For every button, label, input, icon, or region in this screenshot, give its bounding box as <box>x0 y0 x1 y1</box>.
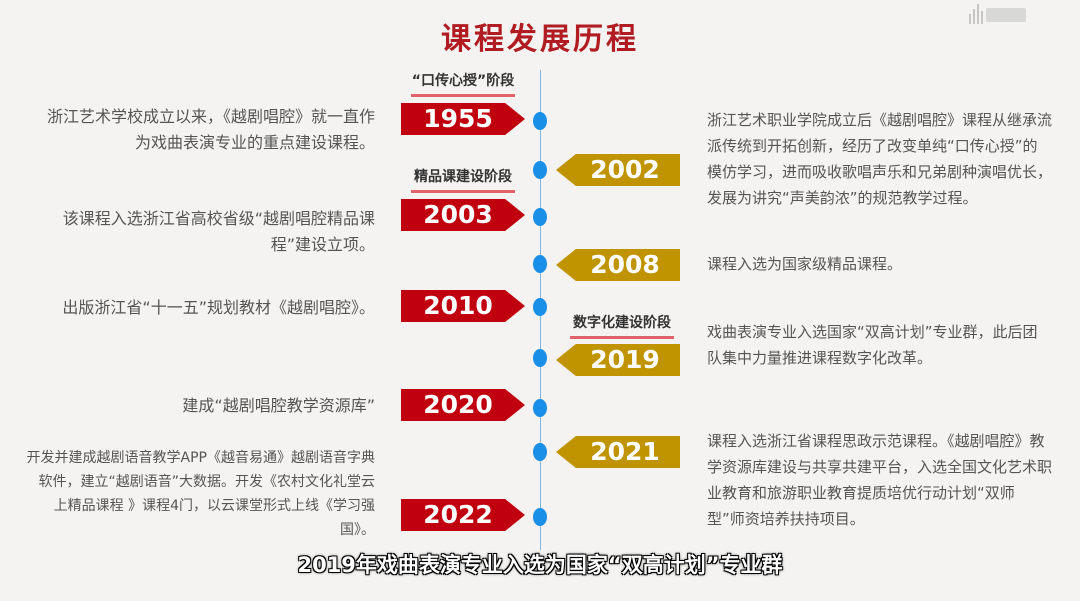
year-tag-2022: 2022 <box>401 499 525 531</box>
year-tag-2021: 2021 <box>556 436 680 468</box>
stage-label-oral: “口传心授”阶段 <box>401 70 525 97</box>
year-tag-2019: 2019 <box>556 344 680 376</box>
year-tag-2020: 2020 <box>401 389 525 421</box>
stage-underline <box>570 336 674 339</box>
timeline-dot <box>533 255 547 273</box>
event-text-2010: 出版浙江省“十一五”规划教材《越剧唱腔》。 <box>62 298 375 317</box>
timeline-dot <box>533 349 547 367</box>
year-tag-2010: 2010 <box>401 290 525 322</box>
event-text-2003: 该课程入选浙江省高校省级“越剧唱腔精品课程”建设立项。 <box>62 209 375 254</box>
timeline-dot <box>533 508 547 526</box>
watermark-logo <box>969 4 1026 24</box>
stage-text: 数字化建设阶段 <box>573 315 671 331</box>
timeline-dot <box>533 298 547 316</box>
timeline-dot <box>533 443 547 461</box>
stage-label-quality: 精品课建设阶段 <box>401 166 525 193</box>
stage-label-digital: 数字化建设阶段 <box>560 312 684 339</box>
timeline-dot <box>533 112 547 130</box>
year-tag-2003: 2003 <box>401 199 525 231</box>
stage-text: 精品课建设阶段 <box>414 169 512 185</box>
year-tag-1955: 1955 <box>401 103 525 135</box>
event-text-2008: 课程入选为国家级精品课程。 <box>707 255 903 273</box>
year-tag-2002: 2002 <box>556 154 680 186</box>
timeline-dot <box>533 161 547 179</box>
event-text-2002: 浙江艺术职业学院成立后《越剧唱腔》课程从继承流派传统到开拓创新，经历了改变单纯“… <box>707 111 1053 207</box>
stage-text: “口传心授”阶段 <box>411 73 515 89</box>
timeline-dot <box>533 399 547 417</box>
stage-underline <box>411 94 515 97</box>
timeline-dot <box>533 208 547 226</box>
event-text-2021: 课程入选浙江省课程思政示范课程。《越剧唱腔》教学资源库建设与共享共建平台，入选全… <box>707 432 1053 528</box>
year-tag-2008: 2008 <box>556 249 680 281</box>
event-text-2022: 开发并建成越剧语音教学APP《越音易通》越剧语音字典软件，建立“越剧语音”大数据… <box>26 450 375 538</box>
event-text-2020: 建成“越剧唱腔教学资源库” <box>182 396 375 415</box>
event-text-1955: 浙江艺术学校成立以来，《越剧唱腔》就一直作为戏曲表演专业的重点建设课程。 <box>46 107 375 152</box>
event-text-2019: 戏曲表演专业入选国家“双高计划”专业群，此后团队集中力量推进课程数字化改革。 <box>707 323 1038 367</box>
video-subtitle: 2019年戏曲表演专业入选为国家“双高计划”专业群 <box>297 553 783 577</box>
stage-underline <box>411 190 515 193</box>
page-title: 课程发展历程 <box>441 22 639 57</box>
